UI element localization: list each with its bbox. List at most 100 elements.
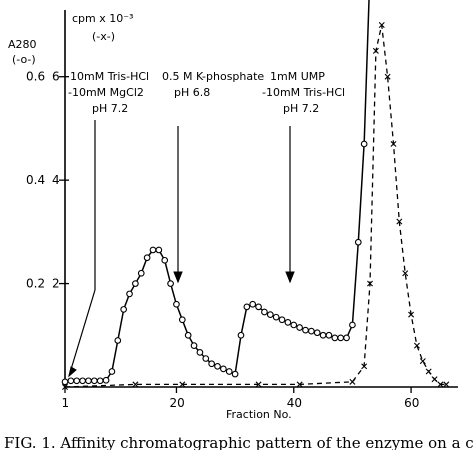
- a280-curve: [64, 143, 365, 383]
- cpm-point: [179, 381, 186, 388]
- cpm-point: [396, 218, 403, 225]
- y-left-tick-label: 0.4: [26, 173, 45, 187]
- cpm-point: [419, 358, 426, 365]
- a280-point: [132, 280, 139, 287]
- cpm-point-stroke: [296, 381, 303, 388]
- cpm-point: [255, 381, 262, 388]
- a280-point: [331, 334, 339, 342]
- cpm-point-stroke: [419, 358, 426, 365]
- y-right-tick-label: 4: [52, 173, 60, 187]
- chart-markers: [61, 22, 450, 390]
- a280-point: [343, 334, 350, 342]
- cpm-point-stroke: [132, 381, 139, 388]
- cpm-point-stroke: [255, 381, 262, 388]
- annotation-3-line-3: pH 7.2: [283, 102, 319, 115]
- figure-caption: FIG. 1. Affinity chromatographic pattern…: [4, 434, 474, 450]
- a280-point: [173, 300, 180, 308]
- annotation-arrow-head: [173, 271, 183, 284]
- a280-point: [243, 303, 251, 311]
- a280-point: [208, 360, 215, 368]
- a280-point: [196, 349, 204, 356]
- annotation-1-line-1: 10mM Tris-HCl: [70, 70, 149, 83]
- a280-point: [290, 321, 298, 329]
- a280-point: [184, 331, 192, 339]
- a280-point: [178, 316, 186, 324]
- a280-point: [296, 324, 303, 331]
- cpm-point-stroke: [443, 381, 450, 388]
- cpm-point: [443, 381, 450, 388]
- a280-point: [225, 368, 233, 375]
- a280-point: [73, 377, 81, 385]
- left-axis-label: A280: [8, 38, 37, 51]
- cpm-point-stroke: [367, 280, 374, 287]
- cpm-point-stroke: [179, 381, 186, 388]
- cpm-curve: [64, 24, 447, 388]
- cpm-point: [296, 381, 303, 388]
- cpm-point: [349, 378, 356, 385]
- cpm-point: [425, 368, 432, 375]
- a280-point: [266, 311, 274, 318]
- cpm-point-stroke: [372, 47, 379, 54]
- x-tick-label: 20: [169, 396, 184, 410]
- a280-point: [114, 337, 122, 344]
- a280-point: [90, 377, 98, 385]
- cpm-point: [408, 311, 415, 318]
- x-tick-label: 60: [404, 396, 419, 410]
- cpm-point-stroke: [425, 368, 432, 375]
- cpm-point: [361, 363, 368, 370]
- a280-point: [325, 331, 333, 339]
- a280-point: [149, 246, 157, 254]
- a280-point: [272, 313, 280, 321]
- right-axis-sublabel: (-x-): [92, 30, 115, 43]
- a280-point: [354, 238, 362, 246]
- cpm-point-stroke: [402, 270, 409, 277]
- cpm-point: [437, 381, 444, 388]
- x-tick-label: 1: [62, 396, 70, 410]
- a280-point: [284, 319, 292, 326]
- annotation-3-line-2: -10mM Tris-HCl: [262, 86, 345, 99]
- cpm-point-stroke: [361, 363, 368, 370]
- chart-curves: [64, 0, 447, 388]
- a280-point: [120, 306, 128, 313]
- cpm-point: [384, 73, 391, 80]
- annotation-arrow-shaft: [68, 289, 96, 377]
- cpm-point: [413, 342, 420, 349]
- a280-point: [255, 303, 262, 311]
- cpm-point-stroke: [437, 381, 444, 388]
- cpm-point: [367, 280, 374, 287]
- a280-point: [261, 308, 268, 316]
- cpm-point: [62, 384, 68, 390]
- a280-point: [308, 327, 315, 335]
- annotation-arrows: [68, 120, 295, 378]
- a280-point: [167, 280, 174, 287]
- annotation-3-line-1: 1mM UMP: [270, 70, 325, 83]
- x-tick-label: 40: [287, 396, 302, 410]
- a280-point: [102, 376, 110, 384]
- annotation-arrow-head: [285, 271, 295, 284]
- a280-point: [237, 331, 245, 339]
- cpm-point-stroke: [396, 218, 403, 225]
- a280-point: [137, 269, 145, 277]
- cpm-point: [132, 381, 139, 388]
- a280-point: [108, 368, 116, 375]
- a280-point: [190, 342, 198, 349]
- cpm-point-stroke: [384, 73, 391, 80]
- cpm-point-stroke: [413, 342, 420, 349]
- cpm-point: [402, 270, 409, 277]
- cpm-point: [390, 140, 397, 147]
- annotation-1-line-3: pH 7.2: [92, 102, 128, 115]
- annotation-arrow-head: [68, 366, 77, 378]
- annotation-1-line-2: -10mM MgCl2: [68, 86, 144, 99]
- cpm-point-stroke: [349, 378, 356, 385]
- cpm-point-stroke: [62, 384, 68, 390]
- left-axis-sublabel: (-o-): [12, 53, 36, 66]
- a280-point: [319, 331, 327, 339]
- a280-curve-clipped: [363, 0, 370, 144]
- y-left-tick-label: 0.6: [26, 70, 45, 84]
- cpm-point: [372, 47, 379, 54]
- y-right-tick-label: 2: [52, 277, 60, 291]
- a280-point: [202, 355, 210, 362]
- a280-point: [85, 377, 92, 385]
- a280-point: [249, 300, 257, 308]
- cpm-point-stroke: [431, 376, 438, 383]
